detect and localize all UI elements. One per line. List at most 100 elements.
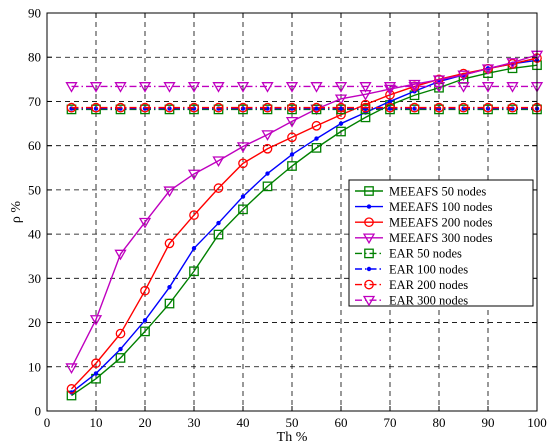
data-point-triangle (506, 58, 519, 69)
data-point-triangle (138, 82, 152, 93)
data-point-triangle (236, 142, 250, 153)
data-point-dot (167, 284, 172, 290)
data-point-circle (164, 102, 175, 113)
legend-item: MEEAFS 200 nodes (355, 216, 493, 230)
data-point-triangle (408, 82, 421, 93)
data-point-square (287, 161, 297, 171)
x-tick-label: 0 (44, 415, 51, 430)
y-tick-label: 90 (28, 6, 41, 21)
y-tick-label: 60 (28, 138, 41, 153)
data-point-triangle (383, 84, 397, 96)
data-point-circle (262, 143, 273, 154)
data-point-circle (409, 102, 420, 113)
data-point-dot (191, 246, 197, 251)
y-tick-label: 50 (28, 182, 41, 197)
data-point-circle (140, 285, 150, 296)
x-tick-label: 80 (433, 415, 446, 430)
data-point-triangle (481, 64, 495, 76)
y-tick-label: 10 (28, 359, 41, 374)
legend-items: MEEAFS 50 nodes MEEAFS 100 nodes MEEAFS 20… (355, 184, 493, 308)
x-axis-label: Th % (277, 430, 308, 445)
legend-label: MEEAFS 300 nodes (389, 231, 493, 245)
data-point-triangle (457, 82, 470, 93)
series-layer (65, 50, 544, 401)
y-axis-label: ρ % (9, 201, 24, 223)
data-point-dot (142, 318, 148, 323)
legend-label: EAR 300 nodes (389, 294, 468, 308)
data-point-triangle (261, 130, 274, 141)
data-point-triangle (362, 233, 376, 245)
legend-label: EAR 200 nodes (389, 278, 468, 292)
data-point-dot (93, 371, 99, 376)
data-point-triangle (285, 82, 299, 93)
data-point-square (213, 229, 224, 240)
legend-item: MEEAFS 300 nodes (355, 231, 493, 245)
data-point-triangle (310, 82, 323, 93)
data-point-triangle (187, 82, 201, 93)
legend-item: MEEAFS 50 nodes (355, 184, 486, 198)
data-point-circle (189, 102, 199, 113)
x-tick-label: 40 (237, 415, 250, 430)
data-point-circle (115, 102, 126, 113)
data-point-circle (140, 102, 150, 113)
data-point-triangle (383, 82, 397, 93)
data-point-triangle (114, 82, 127, 93)
x-tick-label: 100 (527, 415, 547, 430)
data-point-circle (115, 328, 126, 339)
data-point-triangle (261, 82, 274, 93)
legend-item: EAR 200 nodes (355, 278, 468, 292)
data-point-circle (238, 158, 248, 169)
data-point-dot (387, 99, 393, 104)
data-point-square (164, 298, 175, 309)
legend-item: EAR 300 nodes (355, 294, 468, 308)
y-tick-label: 40 (28, 227, 41, 242)
data-point-dot (338, 106, 344, 111)
data-point-circle (164, 238, 175, 249)
data-point-square (311, 143, 322, 153)
data-point-circle (287, 102, 297, 113)
data-point-triangle (432, 82, 446, 93)
data-point-triangle (457, 70, 470, 82)
data-point-triangle (89, 315, 103, 326)
data-point-circle (434, 102, 444, 113)
legend-label: MEEAFS 200 nodes (389, 216, 493, 230)
data-point-square (262, 181, 273, 192)
data-point-triangle (65, 82, 78, 93)
data-point-dot (265, 171, 270, 176)
data-point-triangle (212, 156, 225, 168)
data-point-circle (311, 102, 322, 113)
x-tick-label: 50 (286, 415, 299, 430)
data-point-circle (66, 102, 77, 113)
x-tick-label: 10 (90, 415, 103, 430)
series-7 (66, 102, 542, 113)
data-point-triangle (89, 82, 103, 93)
y-tick-label: 0 (35, 404, 42, 419)
data-point-square (189, 266, 199, 277)
data-point-dot (118, 346, 123, 352)
legend: MEEAFS 50 nodes MEEAFS 100 nodes MEEAFS 20… (348, 179, 534, 308)
data-point-circle (91, 358, 101, 369)
data-point-circle (336, 102, 346, 113)
data-point-dot (289, 152, 295, 157)
data-point-circle (213, 102, 224, 113)
legend-label: EAR 100 nodes (389, 262, 468, 276)
data-point-triangle (236, 82, 250, 93)
data-point-triangle (138, 217, 152, 229)
legend-label: EAR 50 nodes (389, 247, 462, 261)
series-line (70, 54, 538, 368)
legend-item: MEEAFS 100 nodes (355, 200, 493, 214)
data-point-triangle (362, 295, 376, 307)
data-point-circle (364, 217, 374, 228)
data-point-triangle (432, 75, 446, 87)
data-point-triangle (359, 82, 372, 93)
data-point-circle (311, 120, 322, 131)
data-point-triangle (334, 82, 348, 93)
legend-item: EAR 50 nodes (355, 247, 462, 261)
data-point-dot (366, 204, 372, 209)
data-point-triangle (408, 79, 421, 91)
data-point-triangle (114, 249, 127, 261)
data-point-dot (314, 106, 319, 111)
data-point-dot (338, 121, 344, 126)
